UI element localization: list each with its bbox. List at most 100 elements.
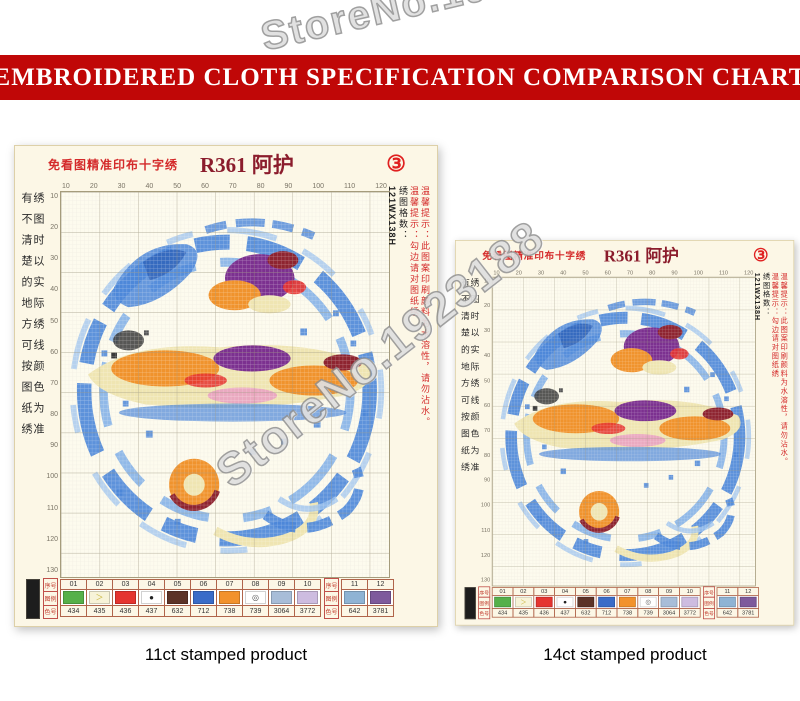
legend-thread-code: 738 — [216, 605, 243, 617]
legend-column: 04 ● 437 — [138, 579, 165, 619]
top-ruler: 10 20 30 40 50 60 70 80 90 100 110 120 — [44, 178, 390, 191]
legend-symbol-swatch — [719, 596, 736, 608]
legend-row-label: 图例 — [43, 591, 58, 606]
legend-row-labels: 序号 图例 色号 — [478, 586, 491, 620]
legend-column: 03 436 — [112, 579, 139, 619]
legend-symbol-cell — [164, 589, 191, 606]
legend-column: 12 3781 — [367, 579, 394, 619]
legend-column: 02 ＞ 435 — [86, 579, 113, 619]
cross-stitch-sheet: 免看图精准印布十字绣 R361 阿护 ③ 绣图时以实际绣线颜色为准 有不清楚的地… — [455, 240, 795, 626]
ruler-number: 110 — [481, 527, 491, 534]
ruler-number: 10 — [493, 270, 500, 276]
legend-corner-swatch — [464, 587, 476, 620]
ruler-number: 120 — [375, 183, 387, 190]
legend-thread-code: 712 — [190, 605, 217, 617]
stitch-count-label: 绣图格数： — [398, 186, 408, 241]
ruler-number: 50 — [50, 317, 58, 325]
ruler-number: 40 — [145, 183, 154, 190]
legend-row-labels: 序号 图例 色号 — [703, 586, 715, 620]
legend-symbol-cell — [112, 589, 139, 606]
legend-row-label: 色号 — [703, 607, 715, 620]
legend-column: 10 3772 — [294, 579, 321, 619]
legend-column: 11 642 — [716, 587, 739, 619]
legend-symbol-swatch — [115, 591, 136, 604]
legend-symbol-swatch — [271, 591, 292, 604]
legend-symbol-cell — [737, 595, 759, 609]
legend-thread-code: 434 — [491, 608, 514, 618]
ruler-number: 10 — [50, 193, 58, 200]
ruler-number: 120 — [743, 270, 754, 276]
legend-thread-code: 642 — [341, 605, 368, 617]
legend-symbol-cell — [367, 589, 394, 606]
legend-row-labels: 序号 图例 色号 — [43, 578, 58, 619]
legend-symbol-glyph: ＞ — [520, 598, 527, 606]
brand-text: 免看图精准印布十字绣 — [482, 250, 587, 262]
legend-column: 10 3772 — [679, 587, 701, 619]
legend-thread-code: 436 — [112, 605, 139, 617]
ruler-number: 80 — [649, 270, 656, 276]
legend-symbol-swatch — [370, 591, 391, 604]
legend-symbol-cell — [595, 595, 618, 609]
legend-symbol-cell — [268, 589, 295, 606]
ruler-number: 110 — [344, 183, 356, 190]
store-watermark-top: StoreNo.1923188 — [256, 0, 611, 60]
legend-column: 03 436 — [533, 587, 555, 619]
legend-thread-code: 712 — [595, 608, 618, 618]
legend-symbol-cell — [491, 595, 514, 609]
legend-thread-code: 3781 — [367, 605, 394, 617]
legend-thread-code: 642 — [716, 608, 739, 618]
legend-symbol-cell — [341, 589, 368, 606]
ruler-number: 90 — [483, 477, 491, 484]
legend-group-extra: 11 642 12 3781 — [341, 579, 394, 619]
ruler-number: 60 — [483, 403, 491, 409]
legend-thread-code: 436 — [533, 608, 555, 618]
caption-11ct: 11ct stamped product — [144, 645, 308, 664]
legend-thread-code: 3772 — [679, 608, 701, 618]
legend-column: 08 ◎ 739 — [242, 579, 269, 619]
backstitch-warning: 温馨提示：勾边请对图纸绣 — [409, 186, 419, 318]
ruler-number: 40 — [560, 270, 567, 276]
legend-symbol-glyph: ＞ — [95, 592, 104, 602]
legend-row-label: 图例 — [324, 591, 339, 606]
legend-column: 09 3064 — [658, 587, 680, 619]
grid-row: 10 20 30 40 50 60 70 80 90 100 110 120 130 — [479, 276, 756, 587]
left-note-strip: 绣图时以实际绣线颜色为准 有不清楚的地方可按图纸绣 — [460, 266, 479, 584]
legend-symbol-cell — [716, 595, 739, 609]
ruler-number: 20 — [50, 224, 58, 232]
ruler-number: 10 — [62, 183, 70, 190]
legend-symbol-cell: ● — [554, 595, 576, 609]
cross-stitch-sheet: 免看图精准印布十字绣 R361 阿护 ③ 绣图时以实际绣线颜色为准 有不清楚的地… — [14, 145, 438, 627]
legend-symbol-cell — [658, 595, 680, 609]
backstitch-warning: 温馨提示：勾边请对图纸绣 — [771, 272, 779, 379]
legend-symbol-swatch: ● — [556, 596, 574, 608]
chart-grid-area: 10 20 30 40 50 60 70 80 90 100 110 120 10 20 30 40 50 60… — [44, 178, 390, 578]
stitch-count-label: 绣图格数： — [762, 272, 771, 317]
legend-symbol-cell: ◎ — [637, 595, 659, 609]
legend-symbol-swatch — [494, 596, 511, 608]
legend-symbol-cell: ● — [138, 589, 165, 606]
ruler-number: 20 — [515, 270, 522, 276]
circled-three-badge: ③ — [752, 244, 769, 265]
ruler-number: 50 — [173, 183, 182, 190]
legend-thread-code: 3064 — [268, 605, 295, 617]
legend-thread-code: 739 — [637, 608, 659, 618]
legend-column: 02 ＞ 435 — [512, 587, 535, 619]
cross-stitch-pattern-artwork — [60, 191, 390, 578]
legend-column: 07 738 — [216, 579, 243, 619]
brand-text: 免看图精准印布十字绣 — [48, 157, 179, 172]
legend-column: 12 3781 — [737, 587, 759, 619]
legend-symbol-swatch: ＞ — [515, 596, 532, 608]
water-soluble-warning: 温馨提示：此图案印刷颜料为水溶性，请勿沾水。 — [779, 272, 788, 467]
legend-thread-code: 738 — [616, 608, 639, 618]
legend-row-labels: 序号 图例 色号 — [324, 578, 339, 619]
pattern-title: R361 阿护 — [603, 246, 679, 266]
legend-thread-code: 632 — [164, 605, 191, 617]
legend-column: 06 712 — [595, 587, 618, 619]
legend-symbol-cell: ◎ — [242, 589, 269, 606]
legend-group-main: 01 434 02 ＞ 435 — [60, 579, 321, 619]
legend-symbol-glyph: ◎ — [645, 598, 651, 606]
ruler-number: 60 — [50, 348, 58, 356]
legend-symbol-swatch — [739, 596, 757, 608]
legend-symbol-swatch — [535, 596, 553, 608]
ruler-number: 80 — [50, 411, 58, 419]
